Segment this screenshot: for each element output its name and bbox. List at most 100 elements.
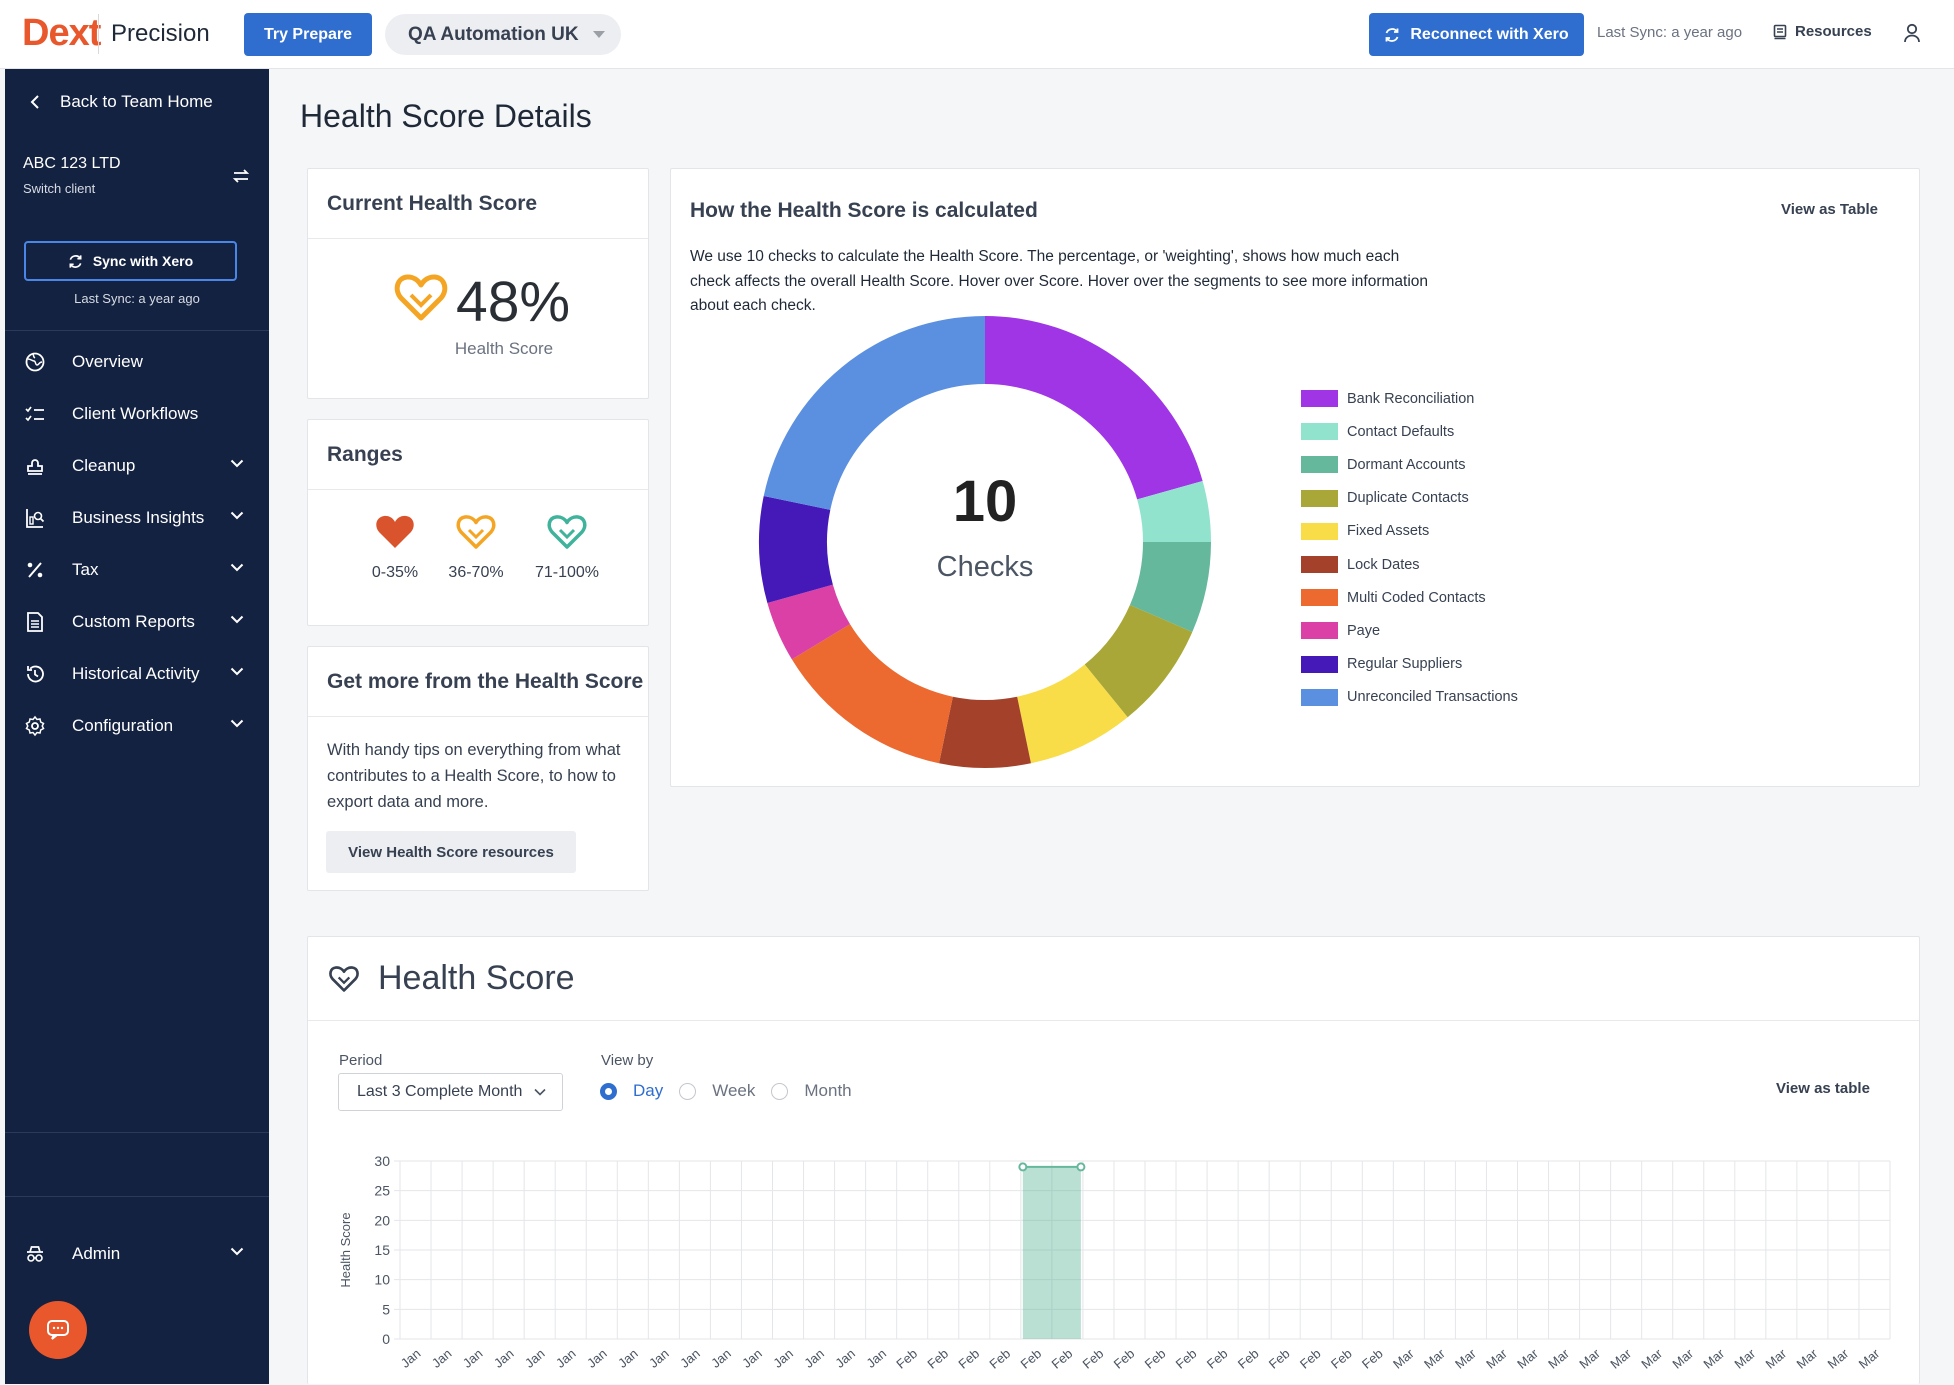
logo-divider — [98, 14, 99, 54]
donut-segment-multi-coded-contacts[interactable] — [791, 624, 953, 764]
legend-item[interactable]: Bank Reconciliation — [1301, 382, 1518, 415]
card-title: Health Score — [378, 959, 575, 997]
range-label: 36-70% — [448, 564, 504, 581]
x-tick-label: Jan — [522, 1346, 548, 1371]
radio-day[interactable] — [600, 1082, 617, 1100]
x-tick-label: Feb — [986, 1346, 1013, 1372]
legend-swatch — [1301, 390, 1338, 408]
x-tick-label: Jan — [398, 1346, 424, 1371]
sidebar-item-historical-activity[interactable]: Historical Activity — [5, 648, 269, 700]
resources-link[interactable]: Resources — [1773, 23, 1872, 40]
card-title: Current Health Score — [308, 169, 648, 239]
sidebar-item-tax[interactable]: Tax — [5, 544, 269, 596]
view-as-table-link[interactable]: View as table — [1776, 1080, 1870, 1097]
x-tick-label: Mar — [1700, 1345, 1727, 1371]
sidebar-item-configuration[interactable]: Configuration — [5, 700, 269, 752]
client-selector[interactable]: QA Automation UK — [385, 14, 621, 55]
donut-segment-lock-dates[interactable] — [939, 696, 1031, 768]
checks-donut-chart[interactable]: 10 Checks — [757, 314, 1213, 770]
x-tick-label: Feb — [1049, 1346, 1076, 1372]
sidebar-item-overview[interactable]: Overview — [5, 336, 269, 388]
sync-with-xero-button[interactable]: Sync with Xero — [24, 241, 237, 281]
x-tick-label: Jan — [739, 1346, 765, 1371]
series-area[interactable] — [1022, 1166, 1081, 1339]
x-tick-label: Mar — [1576, 1345, 1603, 1371]
radio-label-month[interactable]: Month — [804, 1081, 852, 1100]
reconnect-xero-button[interactable]: Reconnect with Xero — [1369, 13, 1584, 56]
x-tick-label: Mar — [1825, 1345, 1852, 1371]
document-icon — [27, 612, 43, 632]
range-low: 0-35% — [355, 500, 435, 582]
x-tick-label: Jan — [553, 1346, 579, 1371]
back-to-team-home[interactable]: Back to Team Home — [5, 69, 269, 135]
legend-label: Lock Dates — [1347, 556, 1420, 573]
donut-segment-unreconciled-transactions[interactable] — [763, 316, 985, 510]
current-health-score-card: Current Health Score 48% Health Score — [307, 168, 649, 399]
data-point[interactable] — [1018, 1162, 1028, 1172]
range-label: 0-35% — [371, 564, 419, 581]
chat-button[interactable] — [29, 1301, 87, 1359]
x-tick-label: Mar — [1545, 1345, 1572, 1371]
donut-segment-duplicate-contacts[interactable] — [1084, 604, 1193, 718]
period-select[interactable]: Last 3 Complete Month — [338, 1073, 563, 1111]
donut-segment-dormant-accounts[interactable] — [1129, 542, 1211, 633]
legend-item[interactable]: Fixed Assets — [1301, 515, 1518, 548]
y-tick-label: 30 — [374, 1153, 390, 1169]
legend-item[interactable]: Paye — [1301, 614, 1518, 647]
x-tick-label: Mar — [1607, 1345, 1634, 1371]
sidebar-item-admin[interactable]: Admin — [5, 1228, 269, 1280]
x-tick-label: Jan — [429, 1346, 455, 1371]
legend-item[interactable]: Duplicate Contacts — [1301, 482, 1518, 515]
sidebar-item-custom-reports[interactable]: Custom Reports — [5, 596, 269, 648]
legend-swatch — [1301, 589, 1338, 607]
x-tick-label: Jan — [460, 1346, 486, 1371]
dext-logo[interactable]: Dext — [22, 12, 101, 54]
sidebar-item-label: Cleanup — [72, 456, 136, 475]
top-bar: Dext Precision Try Prepare QA Automation… — [0, 0, 1954, 69]
view-health-score-resources-button[interactable]: View Health Score resources — [326, 831, 576, 873]
legend-item[interactable]: Dormant Accounts — [1301, 448, 1518, 481]
sidebar-item-business-insights[interactable]: Business Insights — [5, 492, 269, 544]
x-tick-label: Feb — [1235, 1346, 1262, 1372]
client-selector-label: QA Automation UK — [408, 23, 579, 45]
user-icon[interactable] — [1903, 23, 1921, 43]
switch-client-link[interactable]: Switch client — [23, 181, 96, 196]
donut-segment-paye[interactable] — [767, 584, 851, 660]
radio-label-day[interactable]: Day — [633, 1081, 664, 1100]
radio-label-week[interactable]: Week — [712, 1081, 756, 1100]
refresh-icon — [69, 254, 82, 268]
donut-segment-fixed-assets[interactable] — [1017, 664, 1128, 764]
x-tick-label: Mar — [1731, 1345, 1758, 1371]
x-tick-label: Mar — [1638, 1345, 1665, 1371]
radio-week[interactable] — [679, 1082, 697, 1100]
sidebar-item-client-workflows[interactable]: Client Workflows — [5, 388, 269, 440]
donut-segment-contact-defaults[interactable] — [1137, 481, 1211, 542]
legend-item[interactable]: Multi Coded Contacts — [1301, 581, 1518, 614]
try-prepare-button[interactable]: Try Prepare — [244, 13, 372, 56]
book-icon — [1773, 24, 1787, 39]
legend-item[interactable]: Lock Dates — [1301, 548, 1518, 581]
sidebar-item-label: Configuration — [72, 716, 174, 735]
view-as-table-link[interactable]: View as Table — [1781, 201, 1878, 218]
x-tick-label: Feb — [955, 1346, 982, 1372]
chevron-down-icon — [230, 1247, 244, 1256]
reconnect-label: Reconnect with Xero — [1410, 25, 1569, 43]
back-label: Back to Team Home — [60, 92, 213, 111]
product-name: Precision — [111, 20, 210, 47]
swap-icon[interactable] — [232, 168, 250, 184]
y-tick-label: 0 — [382, 1331, 390, 1347]
sidebar-item-cleanup[interactable]: Cleanup — [5, 440, 269, 492]
resources-label: Resources — [1795, 23, 1872, 40]
x-tick-label: Feb — [893, 1346, 920, 1372]
legend-item[interactable]: Regular Suppliers — [1301, 648, 1518, 681]
x-tick-label: Jan — [832, 1346, 858, 1371]
data-point[interactable] — [1076, 1162, 1086, 1172]
legend-item[interactable]: Unreconciled Transactions — [1301, 681, 1518, 714]
legend-item[interactable]: Contact Defaults — [1301, 415, 1518, 448]
donut-segment-regular-suppliers[interactable] — [759, 496, 833, 603]
sidebar-item-label: Tax — [72, 560, 99, 579]
donut-segment-bank-reconciliation[interactable] — [985, 316, 1203, 500]
x-tick-label: Feb — [1204, 1346, 1231, 1372]
radio-month[interactable] — [771, 1082, 789, 1100]
